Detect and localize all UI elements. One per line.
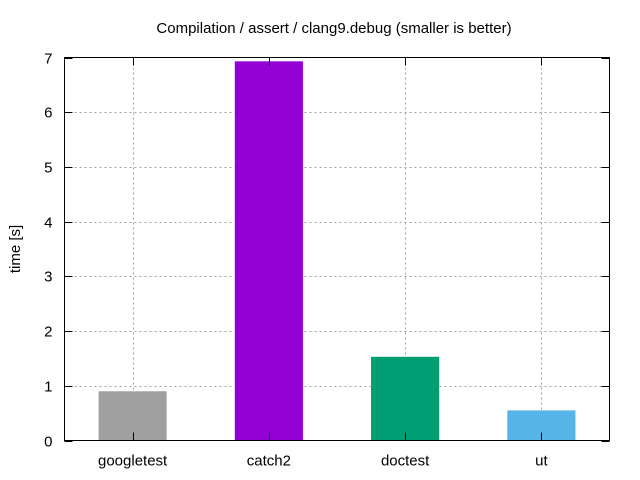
y-axis-ticks: 0 1 2 3 4 5 6 7 [44, 51, 610, 451]
y-tick-label: 3 [44, 269, 52, 286]
bar-doctest [371, 356, 440, 441]
y-axis-label: time [s] [7, 225, 24, 273]
x-tick-label: ut [535, 453, 548, 470]
y-tick-label: 4 [44, 215, 52, 232]
x-tick-label: googletest [98, 453, 168, 470]
chart-title: Compilation / assert / clang9.debug (sma… [156, 20, 511, 37]
y-tick-label: 2 [44, 324, 52, 341]
plot-frame [64, 57, 610, 441]
x-tick-label: doctest [381, 453, 430, 470]
y-tick-label: 6 [44, 105, 52, 122]
y-tick-label: 1 [44, 379, 52, 396]
y-tick-label: 0 [44, 434, 52, 451]
grid-lines [64, 57, 610, 441]
bars [98, 61, 576, 441]
bar-googletest [98, 391, 167, 441]
x-tick-label: catch2 [247, 453, 291, 470]
y-tick-label: 5 [44, 160, 52, 177]
y-tick-label: 7 [44, 51, 52, 68]
x-axis-ticks: googletest catch2 doctest ut [98, 57, 548, 470]
bar-catch2 [234, 61, 303, 441]
